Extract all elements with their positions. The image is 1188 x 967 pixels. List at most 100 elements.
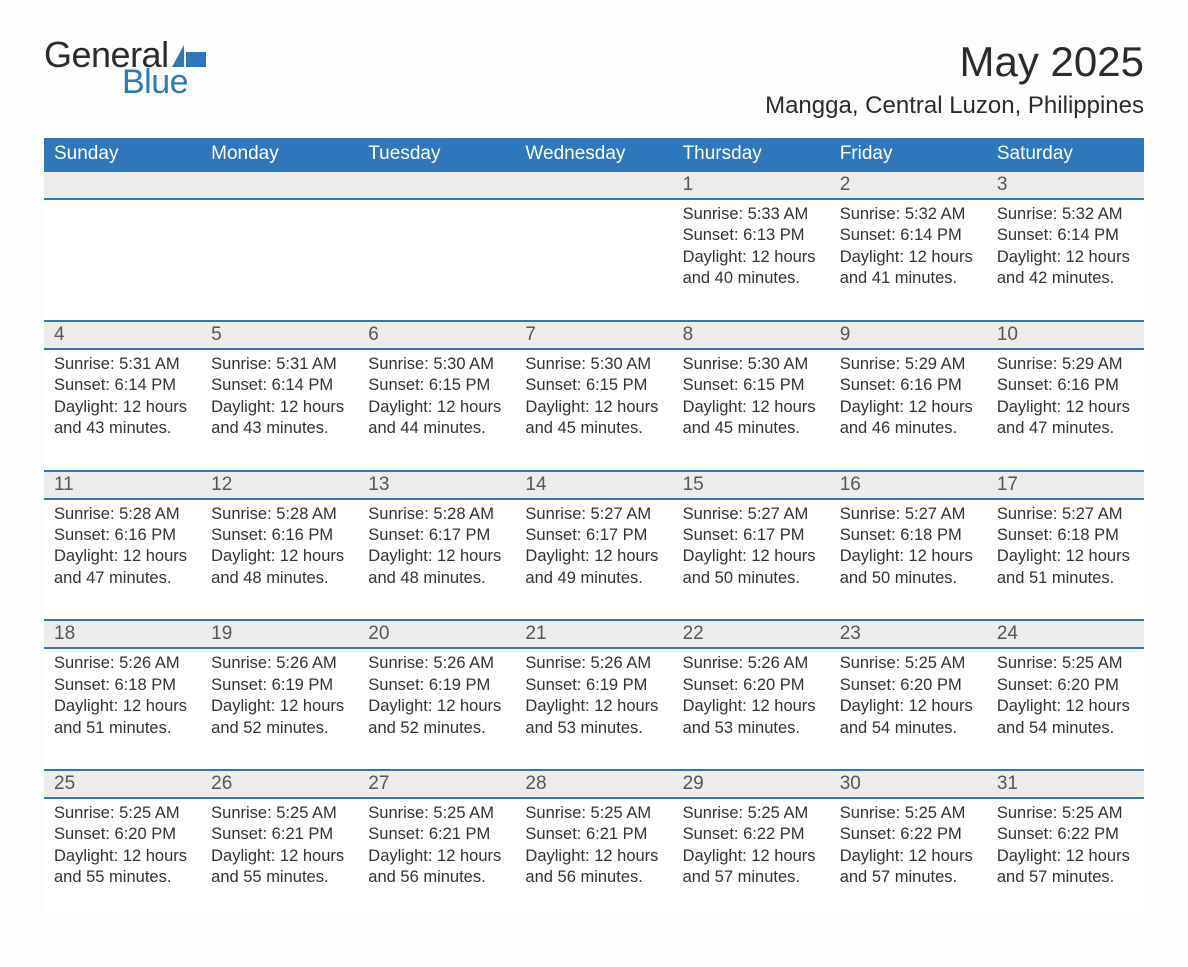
day-data-cell: Sunrise: 5:26 AMSunset: 6:20 PMDaylight:… xyxy=(673,648,830,770)
page-title: May 2025 xyxy=(765,38,1144,86)
day-data-cell: Sunrise: 5:32 AMSunset: 6:14 PMDaylight:… xyxy=(987,199,1144,321)
day-data-cell: Sunrise: 5:28 AMSunset: 6:16 PMDaylight:… xyxy=(44,499,201,621)
day-number-cell: 18 xyxy=(44,620,201,648)
day-number-cell: 17 xyxy=(987,471,1144,499)
sunrise-text: Sunrise: 5:26 AM xyxy=(211,653,348,674)
day-number-cell: 13 xyxy=(358,471,515,499)
sunrise-text: Sunrise: 5:31 AM xyxy=(54,354,191,375)
daylight-text: Daylight: 12 hours and 53 minutes. xyxy=(525,696,662,739)
day-data-cell: Sunrise: 5:27 AMSunset: 6:18 PMDaylight:… xyxy=(987,499,1144,621)
empty-cell xyxy=(44,199,201,321)
day-number-cell: 27 xyxy=(358,770,515,798)
day-number-cell: 6 xyxy=(358,321,515,349)
sunset-text: Sunset: 6:19 PM xyxy=(368,675,505,696)
day-number-cell: 5 xyxy=(201,321,358,349)
daylight-text: Daylight: 12 hours and 47 minutes. xyxy=(997,397,1134,440)
sunrise-text: Sunrise: 5:29 AM xyxy=(997,354,1134,375)
sunset-text: Sunset: 6:15 PM xyxy=(368,375,505,396)
sunrise-text: Sunrise: 5:25 AM xyxy=(840,653,977,674)
sunset-text: Sunset: 6:19 PM xyxy=(525,675,662,696)
day-number-cell: 25 xyxy=(44,770,201,798)
weekday-header: Wednesday xyxy=(515,138,672,171)
day-data-cell: Sunrise: 5:26 AMSunset: 6:18 PMDaylight:… xyxy=(44,648,201,770)
day-number-cell: 28 xyxy=(515,770,672,798)
sunset-text: Sunset: 6:22 PM xyxy=(840,824,977,845)
daylight-text: Daylight: 12 hours and 47 minutes. xyxy=(54,546,191,589)
sunrise-text: Sunrise: 5:30 AM xyxy=(368,354,505,375)
day-data-cell: Sunrise: 5:25 AMSunset: 6:22 PMDaylight:… xyxy=(830,798,987,919)
day-data-cell: Sunrise: 5:25 AMSunset: 6:20 PMDaylight:… xyxy=(830,648,987,770)
day-number-cell: 19 xyxy=(201,620,358,648)
day-data-cell: Sunrise: 5:29 AMSunset: 6:16 PMDaylight:… xyxy=(987,349,1144,471)
sunrise-text: Sunrise: 5:31 AM xyxy=(211,354,348,375)
daylight-text: Daylight: 12 hours and 44 minutes. xyxy=(368,397,505,440)
day-number-cell: 15 xyxy=(673,471,830,499)
sunset-text: Sunset: 6:20 PM xyxy=(840,675,977,696)
daylight-text: Daylight: 12 hours and 48 minutes. xyxy=(211,546,348,589)
sunset-text: Sunset: 6:18 PM xyxy=(840,525,977,546)
daylight-text: Daylight: 12 hours and 54 minutes. xyxy=(997,696,1134,739)
day-data-cell: Sunrise: 5:25 AMSunset: 6:20 PMDaylight:… xyxy=(987,648,1144,770)
day-number-cell: 7 xyxy=(515,321,672,349)
daylight-text: Daylight: 12 hours and 56 minutes. xyxy=(525,846,662,889)
sunrise-text: Sunrise: 5:26 AM xyxy=(525,653,662,674)
day-number-cell: 22 xyxy=(673,620,830,648)
header: General Blue May 2025 Mangga, Central Lu… xyxy=(44,38,1144,120)
day-number-cell: 9 xyxy=(830,321,987,349)
day-number-cell: 16 xyxy=(830,471,987,499)
weekday-header: Saturday xyxy=(987,138,1144,171)
sunset-text: Sunset: 6:13 PM xyxy=(683,225,820,246)
sunrise-text: Sunrise: 5:25 AM xyxy=(368,803,505,824)
sunset-text: Sunset: 6:15 PM xyxy=(683,375,820,396)
day-data-cell: Sunrise: 5:31 AMSunset: 6:14 PMDaylight:… xyxy=(201,349,358,471)
sunrise-text: Sunrise: 5:32 AM xyxy=(997,204,1134,225)
empty-cell xyxy=(201,171,358,199)
day-data-cell: Sunrise: 5:25 AMSunset: 6:21 PMDaylight:… xyxy=(201,798,358,919)
daylight-text: Daylight: 12 hours and 57 minutes. xyxy=(840,846,977,889)
day-number-cell: 26 xyxy=(201,770,358,798)
sunrise-text: Sunrise: 5:26 AM xyxy=(54,653,191,674)
day-data-cell: Sunrise: 5:25 AMSunset: 6:22 PMDaylight:… xyxy=(987,798,1144,919)
sunrise-text: Sunrise: 5:25 AM xyxy=(211,803,348,824)
daylight-text: Daylight: 12 hours and 52 minutes. xyxy=(368,696,505,739)
day-number-cell: 1 xyxy=(673,171,830,199)
sunset-text: Sunset: 6:20 PM xyxy=(683,675,820,696)
empty-cell xyxy=(515,199,672,321)
daylight-text: Daylight: 12 hours and 45 minutes. xyxy=(525,397,662,440)
day-number-cell: 20 xyxy=(358,620,515,648)
sunrise-text: Sunrise: 5:33 AM xyxy=(683,204,820,225)
day-data-cell: Sunrise: 5:25 AMSunset: 6:21 PMDaylight:… xyxy=(515,798,672,919)
sunset-text: Sunset: 6:15 PM xyxy=(525,375,662,396)
sunset-text: Sunset: 6:14 PM xyxy=(997,225,1134,246)
day-data-cell: Sunrise: 5:26 AMSunset: 6:19 PMDaylight:… xyxy=(515,648,672,770)
empty-cell xyxy=(44,171,201,199)
empty-cell xyxy=(358,171,515,199)
sunset-text: Sunset: 6:14 PM xyxy=(211,375,348,396)
daylight-text: Daylight: 12 hours and 45 minutes. xyxy=(683,397,820,440)
sunrise-text: Sunrise: 5:25 AM xyxy=(997,803,1134,824)
daylight-text: Daylight: 12 hours and 46 minutes. xyxy=(840,397,977,440)
sunset-text: Sunset: 6:17 PM xyxy=(368,525,505,546)
calendar-table: SundayMondayTuesdayWednesdayThursdayFrid… xyxy=(44,138,1144,919)
weekday-header: Monday xyxy=(201,138,358,171)
daylight-text: Daylight: 12 hours and 48 minutes. xyxy=(368,546,505,589)
sunrise-text: Sunrise: 5:27 AM xyxy=(525,504,662,525)
sunset-text: Sunset: 6:14 PM xyxy=(54,375,191,396)
location-subtitle: Mangga, Central Luzon, Philippines xyxy=(765,92,1144,120)
day-data-cell: Sunrise: 5:32 AMSunset: 6:14 PMDaylight:… xyxy=(830,199,987,321)
sunrise-text: Sunrise: 5:27 AM xyxy=(840,504,977,525)
daylight-text: Daylight: 12 hours and 54 minutes. xyxy=(840,696,977,739)
daylight-text: Daylight: 12 hours and 57 minutes. xyxy=(683,846,820,889)
daylight-text: Daylight: 12 hours and 57 minutes. xyxy=(997,846,1134,889)
generalblue-logo: General Blue xyxy=(44,38,206,98)
day-data-cell: Sunrise: 5:28 AMSunset: 6:17 PMDaylight:… xyxy=(358,499,515,621)
sunset-text: Sunset: 6:22 PM xyxy=(997,824,1134,845)
daylight-text: Daylight: 12 hours and 55 minutes. xyxy=(54,846,191,889)
daylight-text: Daylight: 12 hours and 41 minutes. xyxy=(840,247,977,290)
day-data-cell: Sunrise: 5:31 AMSunset: 6:14 PMDaylight:… xyxy=(44,349,201,471)
weekday-header: Friday xyxy=(830,138,987,171)
sunrise-text: Sunrise: 5:28 AM xyxy=(211,504,348,525)
weekday-header: Thursday xyxy=(673,138,830,171)
day-number-cell: 14 xyxy=(515,471,672,499)
day-number-cell: 31 xyxy=(987,770,1144,798)
